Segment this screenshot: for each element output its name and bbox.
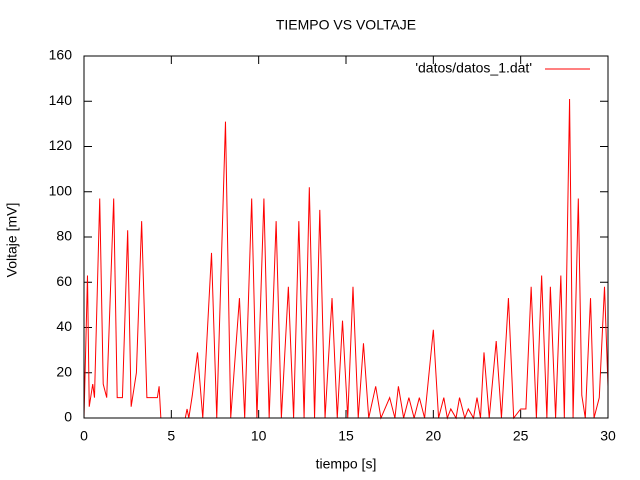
y-axis-label: Voltaje [mV] [4,203,20,278]
y-tick-label: 160 [49,47,73,63]
x-axis-label: tiempo [s] [316,456,377,472]
x-tick-label: 25 [513,428,529,444]
y-tick-label: 140 [49,92,73,108]
y-tick-label: 20 [56,363,72,379]
x-tick-label: 15 [338,428,354,444]
y-tick-label: 40 [56,318,72,334]
y-tick-label: 120 [49,137,73,153]
x-tick-label: 20 [426,428,442,444]
y-tick-label: 100 [49,182,73,198]
chart-title: TIEMPO VS VOLTAJE [276,17,416,33]
plot-frame [83,55,609,419]
x-tick-label: 30 [600,428,616,444]
x-tick-label: 0 [80,428,88,444]
y-tick-label: 0 [64,409,72,425]
y-tick-label: 80 [56,228,72,244]
x-tick-label: 10 [251,428,267,444]
legend-label: 'datos/datos_1.dat' [415,60,532,76]
y-tick-label: 60 [56,273,72,289]
x-tick-label: 5 [167,428,175,444]
